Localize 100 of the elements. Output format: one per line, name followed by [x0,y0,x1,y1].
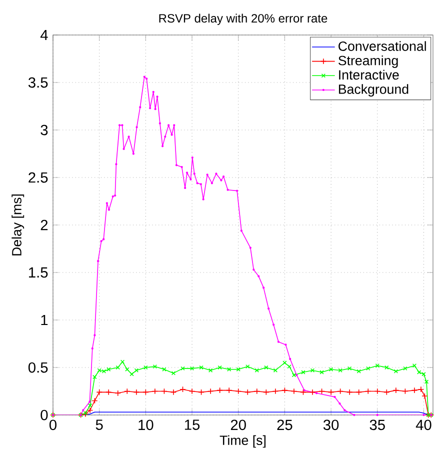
x-tick-label: 5 [96,420,103,430]
point [125,367,130,372]
point [92,374,97,380]
point [328,389,334,396]
point [218,365,222,370]
point [161,388,168,394]
point [412,364,417,368]
point [272,388,279,394]
x-tick-label: 15 [184,420,200,430]
point [318,388,325,394]
point [133,389,140,396]
point [106,389,112,396]
point [244,389,251,396]
point [198,389,204,396]
y-axis-title: Delay [ms] [12,194,24,256]
point [287,364,292,369]
point [424,380,429,384]
point [216,387,223,394]
point [309,389,316,396]
point [346,389,353,396]
point [170,389,177,396]
x-axis-title: Time [s] [220,435,266,448]
legend-label: Streaming [338,55,398,68]
x-tick-label: 20 [230,420,246,430]
point [273,368,278,372]
point [366,366,370,371]
point [365,388,372,394]
point [152,364,158,369]
point [254,388,260,394]
point [374,388,380,394]
y-tick-label: 4 [40,30,48,40]
point [282,387,288,394]
point [88,403,92,408]
y-tick-label: 2.5 [28,172,48,183]
y-tick-label: 3.5 [28,77,48,88]
point [124,388,130,394]
point [301,370,306,374]
point [394,369,398,374]
point [199,365,204,370]
point [190,366,194,371]
x-tick-label: 25 [277,420,292,430]
point [310,368,315,372]
point [180,386,186,392]
point [134,368,139,372]
point [152,388,158,394]
point [116,365,120,370]
point [328,367,334,372]
x-tick-label: 10 [138,420,154,430]
point [402,388,408,394]
point [290,388,298,394]
point [142,389,149,396]
point [418,386,424,392]
legend-label: Background [338,84,408,97]
legend-label: Interactive [339,70,399,80]
point [403,366,408,371]
point [338,368,342,372]
chart-title: RSVP delay with 20% error rate [159,14,328,25]
point [188,388,196,394]
point [356,369,361,374]
point [347,366,352,371]
point [337,388,344,394]
point [384,389,390,396]
point [130,372,134,376]
point [235,388,242,394]
point [375,364,380,368]
point [87,407,94,414]
point [356,389,362,396]
x-tick-label: 40 [416,420,432,430]
y-tick-label: 2 [40,220,48,230]
point [120,360,125,364]
point [162,367,166,372]
point [384,365,389,370]
point [171,371,176,376]
point [263,389,270,396]
point [320,370,324,374]
point [207,388,214,394]
point [114,390,121,396]
point [282,360,287,365]
point [392,387,399,394]
point [227,367,232,372]
x-tick-label: 30 [323,420,339,430]
y-tick-label: 0.5 [28,362,48,373]
point [264,365,268,370]
point [144,365,148,370]
point [292,372,296,378]
point [236,367,240,372]
point [92,398,98,404]
y-tick-label: 3 [40,124,48,136]
legend-label: Conversational [338,41,426,51]
point [246,364,250,369]
point [422,392,428,400]
point [208,368,213,372]
point [254,368,259,372]
x-tick-label: 35 [370,420,385,430]
y-tick-label: 1 [41,314,48,326]
point [96,389,102,396]
x-tick-label: 0 [49,420,56,430]
y-tick-label: 1.5 [29,267,48,278]
point [180,366,185,371]
point [226,387,232,394]
